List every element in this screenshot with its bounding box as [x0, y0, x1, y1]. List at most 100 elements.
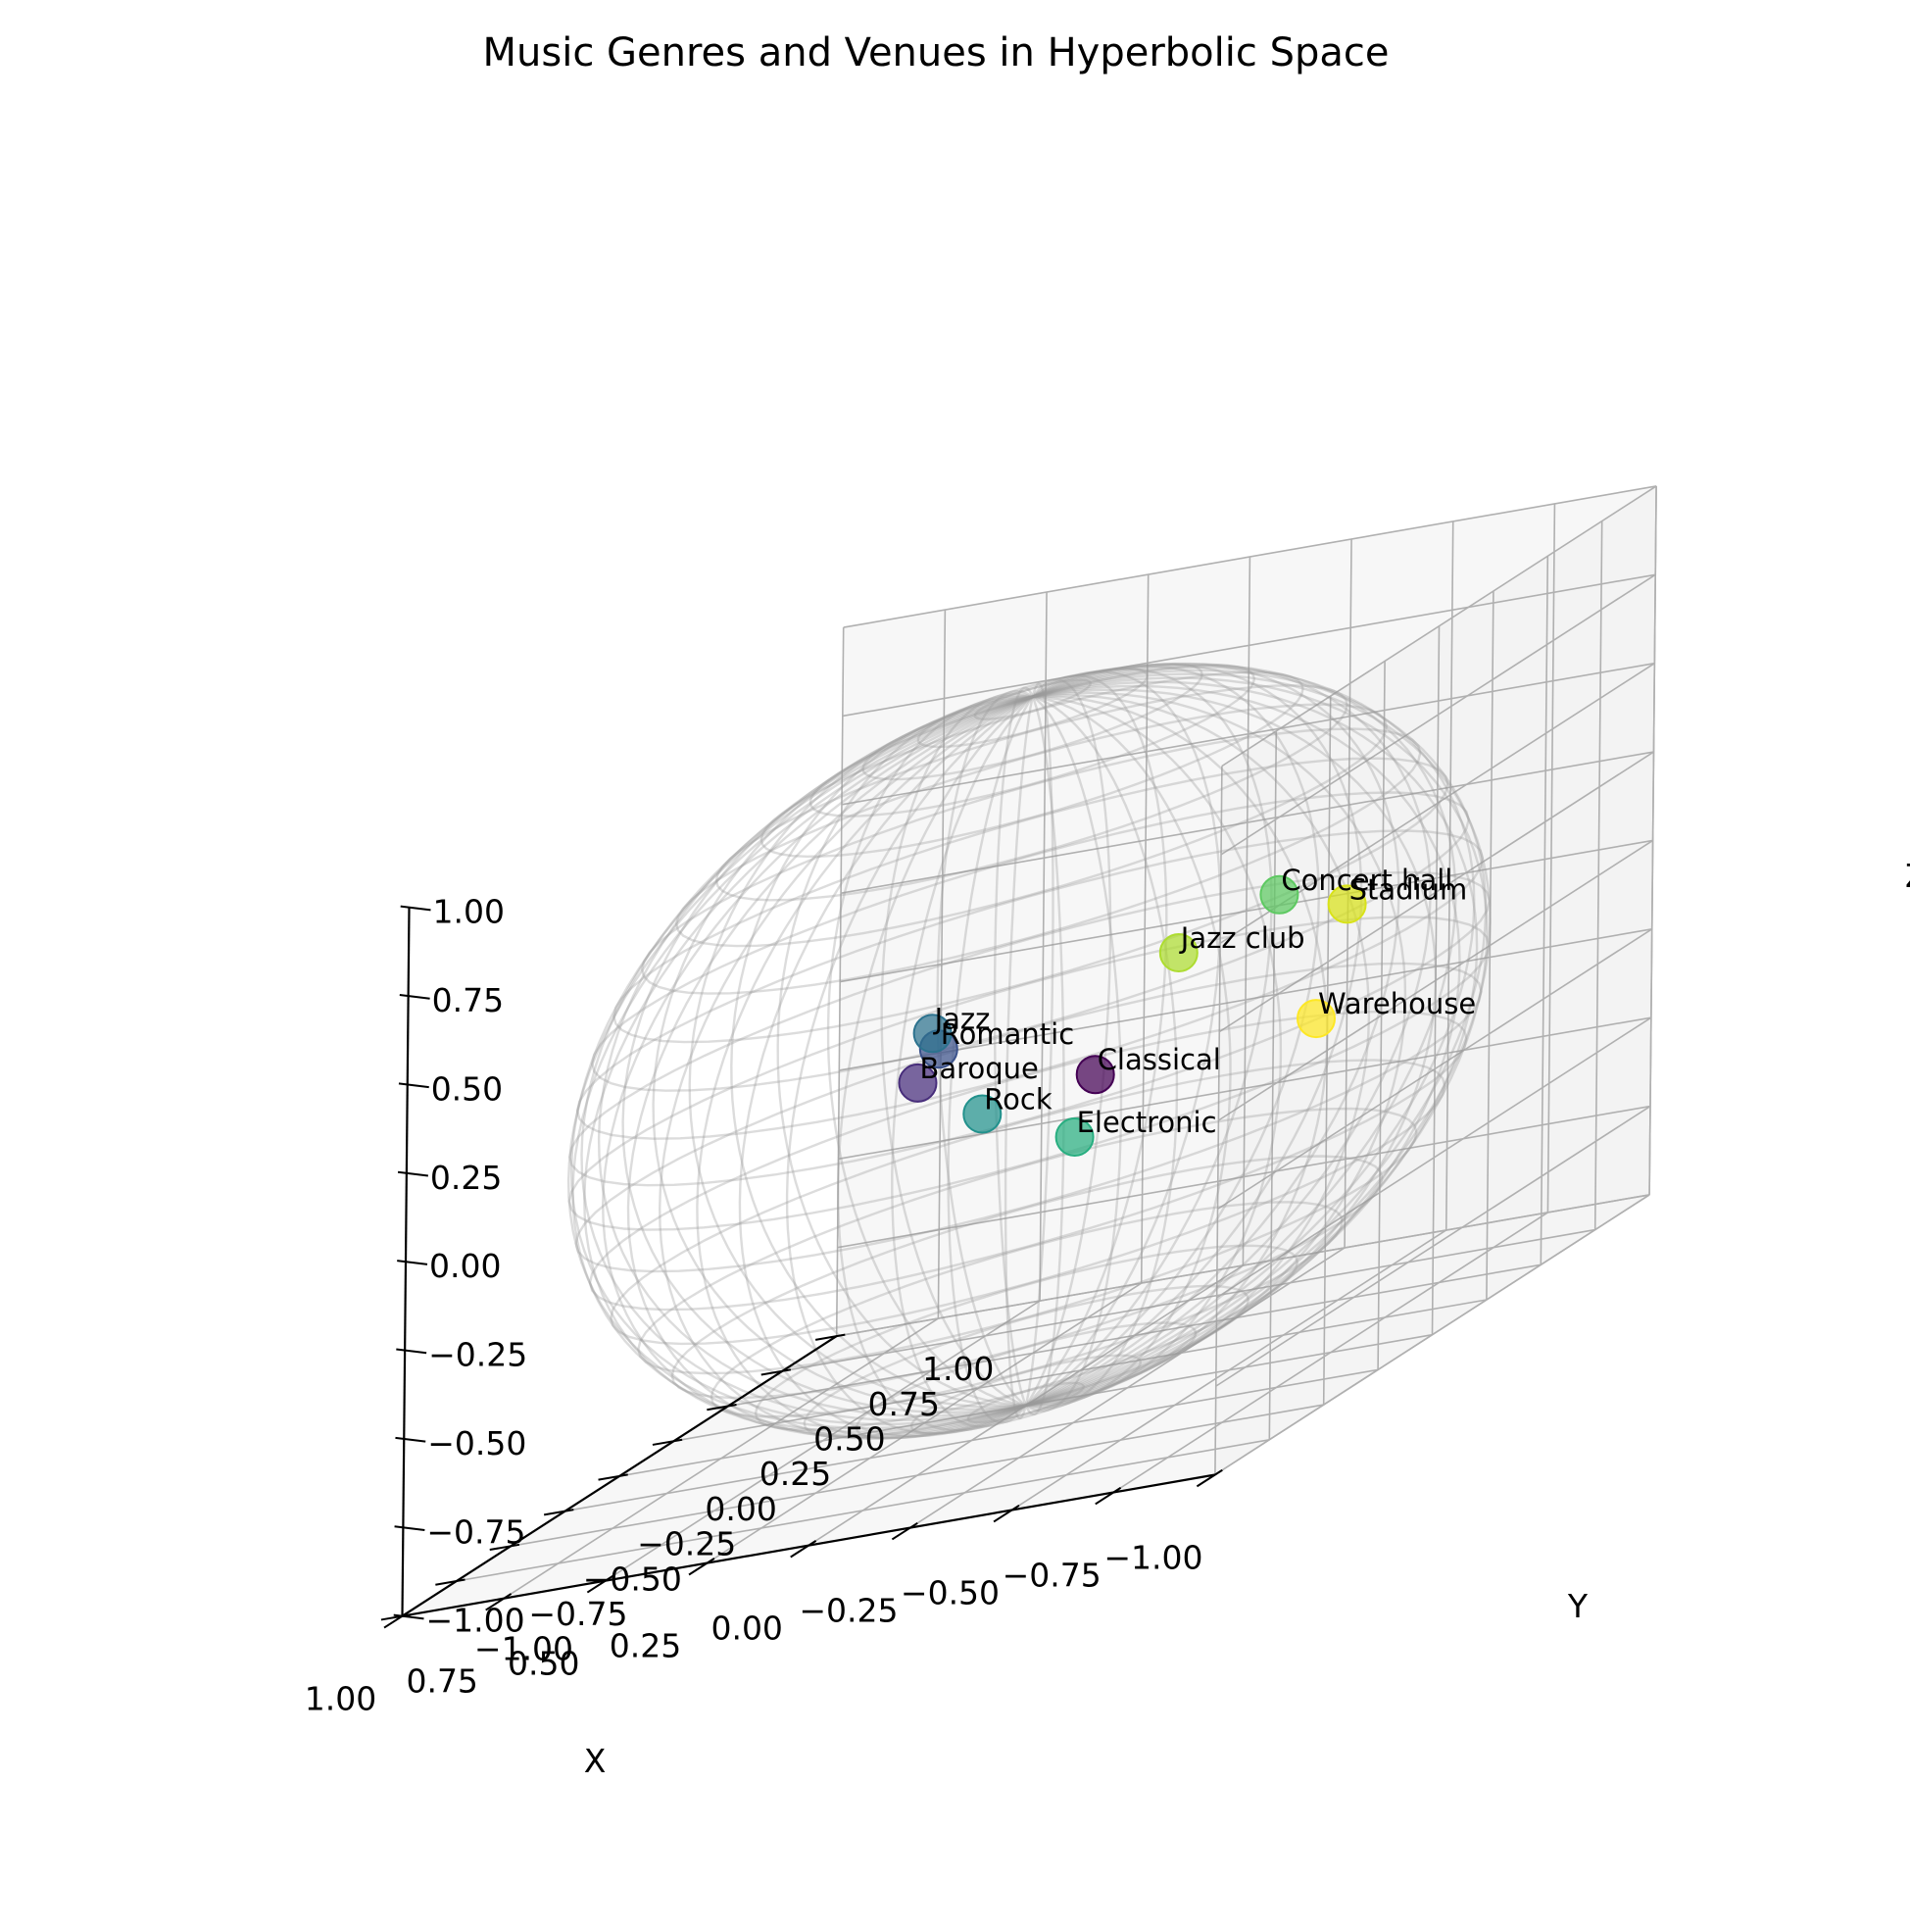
- x-tick-label: −0.50: [901, 1574, 1000, 1612]
- sphere-meridian: [837, 695, 1034, 1432]
- sphere-meridian: [730, 695, 1033, 1408]
- z-tick: [395, 1436, 426, 1443]
- sphere-meridian: [1025, 684, 1461, 1407]
- sphere-meridian: [688, 695, 1033, 1409]
- x-tick: [586, 1575, 613, 1594]
- point-label: Rock: [984, 1083, 1053, 1116]
- sphere-parallel: [714, 684, 1348, 902]
- x-tick-label: 0.75: [406, 1662, 477, 1701]
- z-tick-label: 0.75: [432, 981, 504, 1019]
- sphere-parallel: [670, 1155, 1384, 1400]
- x-tick-label: −0.25: [799, 1592, 898, 1630]
- y-tick: [598, 1473, 628, 1481]
- sphere-meridian: [1004, 696, 1034, 1420]
- grid-line: [727, 1263, 1542, 1408]
- y-tick-label: 0.25: [759, 1455, 831, 1493]
- sphere-meridian: [652, 695, 1033, 1412]
- x-tick: [790, 1540, 817, 1559]
- sphere-meridian: [658, 695, 1034, 1440]
- sphere-meridian: [1025, 695, 1283, 1407]
- grid-lines: [402, 485, 1657, 1617]
- sphere-parallel: [568, 870, 1492, 1187]
- y-tick-label: −0.75: [528, 1595, 627, 1633]
- x-tick-label: −0.75: [1003, 1557, 1102, 1595]
- sphere-meridian: [1025, 693, 1371, 1407]
- sphere-meridian: [936, 689, 1034, 1407]
- sphere-meridian: [891, 695, 1034, 1428]
- z-tick: [397, 1170, 428, 1177]
- sphere-meridian: [601, 695, 1034, 1439]
- y-tick: [435, 1578, 465, 1586]
- sphere-meridian: [947, 696, 1034, 1424]
- sphere-meridian: [571, 695, 1034, 1433]
- sphere-parallel: [966, 1381, 1086, 1424]
- sphere-parallel: [567, 916, 1491, 1231]
- sphere-parallel: [710, 1201, 1344, 1418]
- sphere-meridian: [1025, 664, 1457, 1407]
- sphere-parallel: [861, 663, 1203, 781]
- sphere-parallel: [973, 678, 1092, 720]
- sphere-parallel: [808, 664, 1256, 817]
- grid-line: [840, 839, 1653, 983]
- data-point: [962, 1094, 1003, 1134]
- sphere-meridian: [1025, 691, 1407, 1407]
- grid-line: [1648, 485, 1657, 1195]
- z-tick: [396, 1348, 427, 1355]
- y-tick-label: −0.25: [637, 1525, 736, 1563]
- sphere-parallel: [575, 829, 1485, 1140]
- grid-line: [843, 485, 1657, 628]
- grid-line: [835, 627, 845, 1337]
- x-tick: [688, 1558, 715, 1576]
- point-label: Romantic: [941, 1017, 1074, 1051]
- sphere-meridian: [1024, 682, 1054, 1407]
- z-tick: [399, 994, 430, 1000]
- data-point: [1054, 1117, 1095, 1157]
- y-tick: [652, 1438, 683, 1446]
- sphere-meridian: [826, 694, 1033, 1407]
- grid-line: [836, 1194, 1650, 1337]
- sphere-meridian: [738, 695, 1034, 1438]
- sphere-meridian: [1025, 663, 1432, 1407]
- sphere-parallel: [754, 1244, 1299, 1432]
- x-tick: [383, 1610, 411, 1629]
- x-tick: [1196, 1468, 1223, 1488]
- sphere-meridian: [1025, 695, 1232, 1408]
- point-label: Jazz club: [1179, 921, 1305, 955]
- sphere-meridian: [621, 695, 1034, 1414]
- sphere-meridian: [1025, 680, 1479, 1407]
- x-tick: [891, 1521, 918, 1541]
- grid-line: [1218, 751, 1654, 1033]
- sphere-parallel: [759, 670, 1304, 859]
- z-tick-label: −0.50: [427, 1424, 526, 1462]
- y-tick-label: −0.50: [583, 1560, 682, 1598]
- z-tick-label: 0.50: [431, 1069, 503, 1108]
- sphere-meridian: [569, 695, 1034, 1426]
- sphere-parallel: [803, 1284, 1250, 1439]
- data-point: [1075, 1055, 1115, 1095]
- x-tick: [1095, 1486, 1122, 1506]
- sphere-meridian: [597, 695, 1034, 1417]
- point-label: Warehouse: [1318, 987, 1476, 1020]
- sphere-meridian: [880, 692, 1034, 1407]
- y-tick: [760, 1368, 792, 1376]
- grid-line: [1140, 574, 1150, 1284]
- point-label: Jazz: [933, 1002, 991, 1035]
- z-tick: [398, 1082, 429, 1089]
- axis-lines: [380, 905, 1223, 1629]
- data-point: [1327, 884, 1367, 924]
- data-point: [1158, 933, 1199, 972]
- z-tick-label: 1.00: [433, 893, 505, 931]
- sphere-meridian: [1025, 688, 1438, 1407]
- grid-line: [1593, 520, 1603, 1230]
- sphere-meridian: [566, 695, 1034, 1430]
- sphere-parallel: [674, 703, 1389, 948]
- data-point: [1297, 999, 1336, 1039]
- grid-line: [1039, 592, 1048, 1302]
- z-tick-label: −1.00: [426, 1602, 525, 1640]
- y-tick: [543, 1509, 574, 1516]
- sphere-meridian: [1025, 695, 1329, 1407]
- y-tick: [489, 1543, 520, 1552]
- grid-line: [937, 610, 947, 1319]
- grid-line: [1540, 556, 1549, 1265]
